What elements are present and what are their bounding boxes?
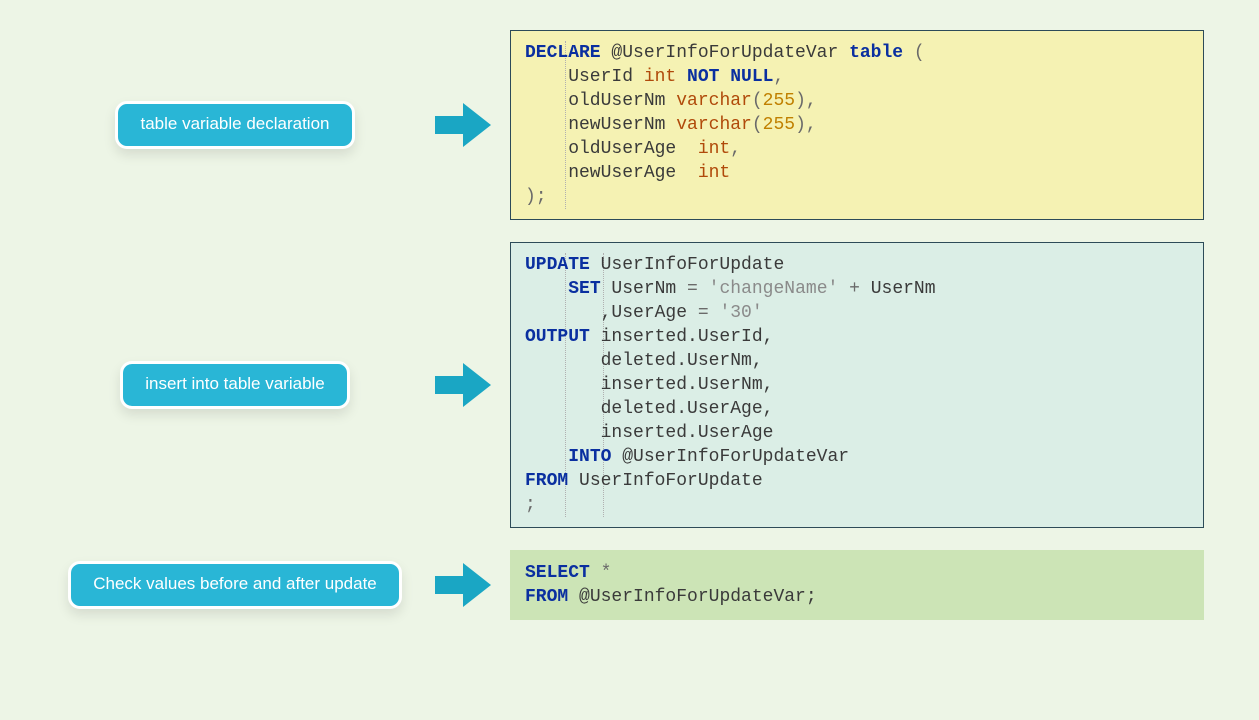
arrow-icon: [435, 103, 491, 147]
codebox-check: SELECT *FROM @UserInfoForUpdateVar;: [510, 550, 1204, 620]
code-line: UPDATE UserInfoForUpdate: [525, 253, 1189, 277]
code-token: UserNm: [601, 279, 687, 299]
code-token: @UserInfoForUpdateVar;: [568, 587, 816, 607]
code-token: varchar: [676, 91, 752, 111]
code-token: oldUserAge: [525, 139, 698, 159]
code-col: SELECT *FROM @UserInfoForUpdateVar;: [510, 550, 1204, 620]
code-token: [698, 279, 709, 299]
code-token: newUserNm: [525, 115, 676, 135]
code-line: OUTPUT inserted.UserId,: [525, 325, 1189, 349]
code-token: inserted.UserAge: [525, 423, 773, 443]
code-token: newUserAge: [525, 163, 698, 183]
code-token: oldUserNm: [525, 91, 676, 111]
arrow-icon: [435, 563, 491, 607]
code-token: (: [752, 91, 763, 111]
code-token: ,UserAge: [525, 303, 698, 323]
code-token: SELECT: [525, 563, 590, 583]
code-col: DECLARE @UserInfoForUpdateVar table ( Us…: [510, 30, 1204, 220]
code-token: (: [903, 43, 925, 63]
code-token: DECLARE: [525, 43, 601, 63]
code-token: @UserInfoForUpdateVar: [611, 447, 849, 467]
code-token: NOT NULL: [687, 67, 773, 87]
code-token: 255: [763, 91, 795, 111]
code-token: (: [752, 115, 763, 135]
code-token: int: [698, 139, 730, 159]
code-token: ,: [773, 67, 784, 87]
code-token: deleted.UserAge,: [525, 399, 773, 419]
code-col: UPDATE UserInfoForUpdate SET UserNm = 'c…: [510, 242, 1204, 528]
code-token: int: [698, 163, 730, 183]
pill-check: Check values before and after update: [68, 561, 402, 609]
row-insert: insert into table variable UPDATE UserIn…: [55, 242, 1204, 528]
code-line: DECLARE @UserInfoForUpdateVar table (: [525, 41, 1189, 65]
codebox-declare: DECLARE @UserInfoForUpdateVar table ( Us…: [510, 30, 1204, 220]
codebox-insert: UPDATE UserInfoForUpdate SET UserNm = 'c…: [510, 242, 1204, 528]
code-token: +: [849, 279, 860, 299]
code-token: );: [525, 187, 547, 207]
arrow-col: [415, 103, 510, 147]
code-token: [838, 279, 849, 299]
code-token: varchar: [676, 115, 752, 135]
code-token: inserted.UserId,: [590, 327, 774, 347]
code-token: UserInfoForUpdate: [590, 255, 784, 275]
label-col: insert into table variable: [55, 361, 415, 409]
code-line: FROM @UserInfoForUpdateVar;: [525, 585, 1189, 609]
code-line: SET UserNm = 'changeName' + UserNm: [525, 277, 1189, 301]
code-line: newUserAge int: [525, 161, 1189, 185]
pill-declare: table variable declaration: [115, 101, 354, 149]
code-token: [590, 563, 601, 583]
row-declare: table variable declaration DECLARE @User…: [55, 30, 1204, 220]
code-line: deleted.UserAge,: [525, 397, 1189, 421]
code-line: ,UserAge = '30': [525, 301, 1189, 325]
code-token: ;: [525, 495, 536, 515]
code-line: UserId int NOT NULL,: [525, 65, 1189, 89]
code-token: =: [698, 303, 709, 323]
code-line: SELECT *: [525, 561, 1189, 585]
code-token: [676, 67, 687, 87]
code-token: UserInfoForUpdate: [568, 471, 762, 491]
code-token: SET: [568, 279, 600, 299]
code-line: oldUserAge int,: [525, 137, 1189, 161]
diagram-stage: table variable declaration DECLARE @User…: [0, 0, 1259, 720]
code-token: OUTPUT: [525, 327, 590, 347]
code-line: oldUserNm varchar(255),: [525, 89, 1189, 113]
code-token: 255: [763, 115, 795, 135]
label-col: Check values before and after update: [55, 561, 415, 609]
code-token: ),: [795, 91, 817, 111]
code-token: ),: [795, 115, 817, 135]
code-token: @UserInfoForUpdateVar: [601, 43, 849, 63]
label-col: table variable declaration: [55, 101, 415, 149]
code-token: 'changeName': [709, 279, 839, 299]
code-token: inserted.UserNm,: [525, 375, 773, 395]
pill-insert: insert into table variable: [120, 361, 350, 409]
code-token: FROM: [525, 587, 568, 607]
code-line: ;: [525, 493, 1189, 517]
code-token: table: [849, 43, 903, 63]
code-token: INTO: [568, 447, 611, 467]
arrow-col: [415, 363, 510, 407]
code-line: deleted.UserNm,: [525, 349, 1189, 373]
code-token: *: [601, 563, 612, 583]
code-line: INTO @UserInfoForUpdateVar: [525, 445, 1189, 469]
row-check: Check values before and after update SEL…: [55, 550, 1204, 620]
code-line: );: [525, 185, 1189, 209]
code-line: inserted.UserNm,: [525, 373, 1189, 397]
code-token: [525, 279, 568, 299]
arrow-col: [415, 563, 510, 607]
code-token: [525, 447, 568, 467]
code-line: newUserNm varchar(255),: [525, 113, 1189, 137]
code-token: [709, 303, 720, 323]
code-token: =: [687, 279, 698, 299]
code-token: UserId: [525, 67, 644, 87]
code-token: '30': [719, 303, 762, 323]
code-line: FROM UserInfoForUpdate: [525, 469, 1189, 493]
code-token: ,: [730, 139, 741, 159]
code-token: int: [644, 67, 676, 87]
code-line: inserted.UserAge: [525, 421, 1189, 445]
code-token: FROM: [525, 471, 568, 491]
code-token: UserNm: [860, 279, 936, 299]
arrow-icon: [435, 363, 491, 407]
code-token: deleted.UserNm,: [525, 351, 763, 371]
code-token: UPDATE: [525, 255, 590, 275]
